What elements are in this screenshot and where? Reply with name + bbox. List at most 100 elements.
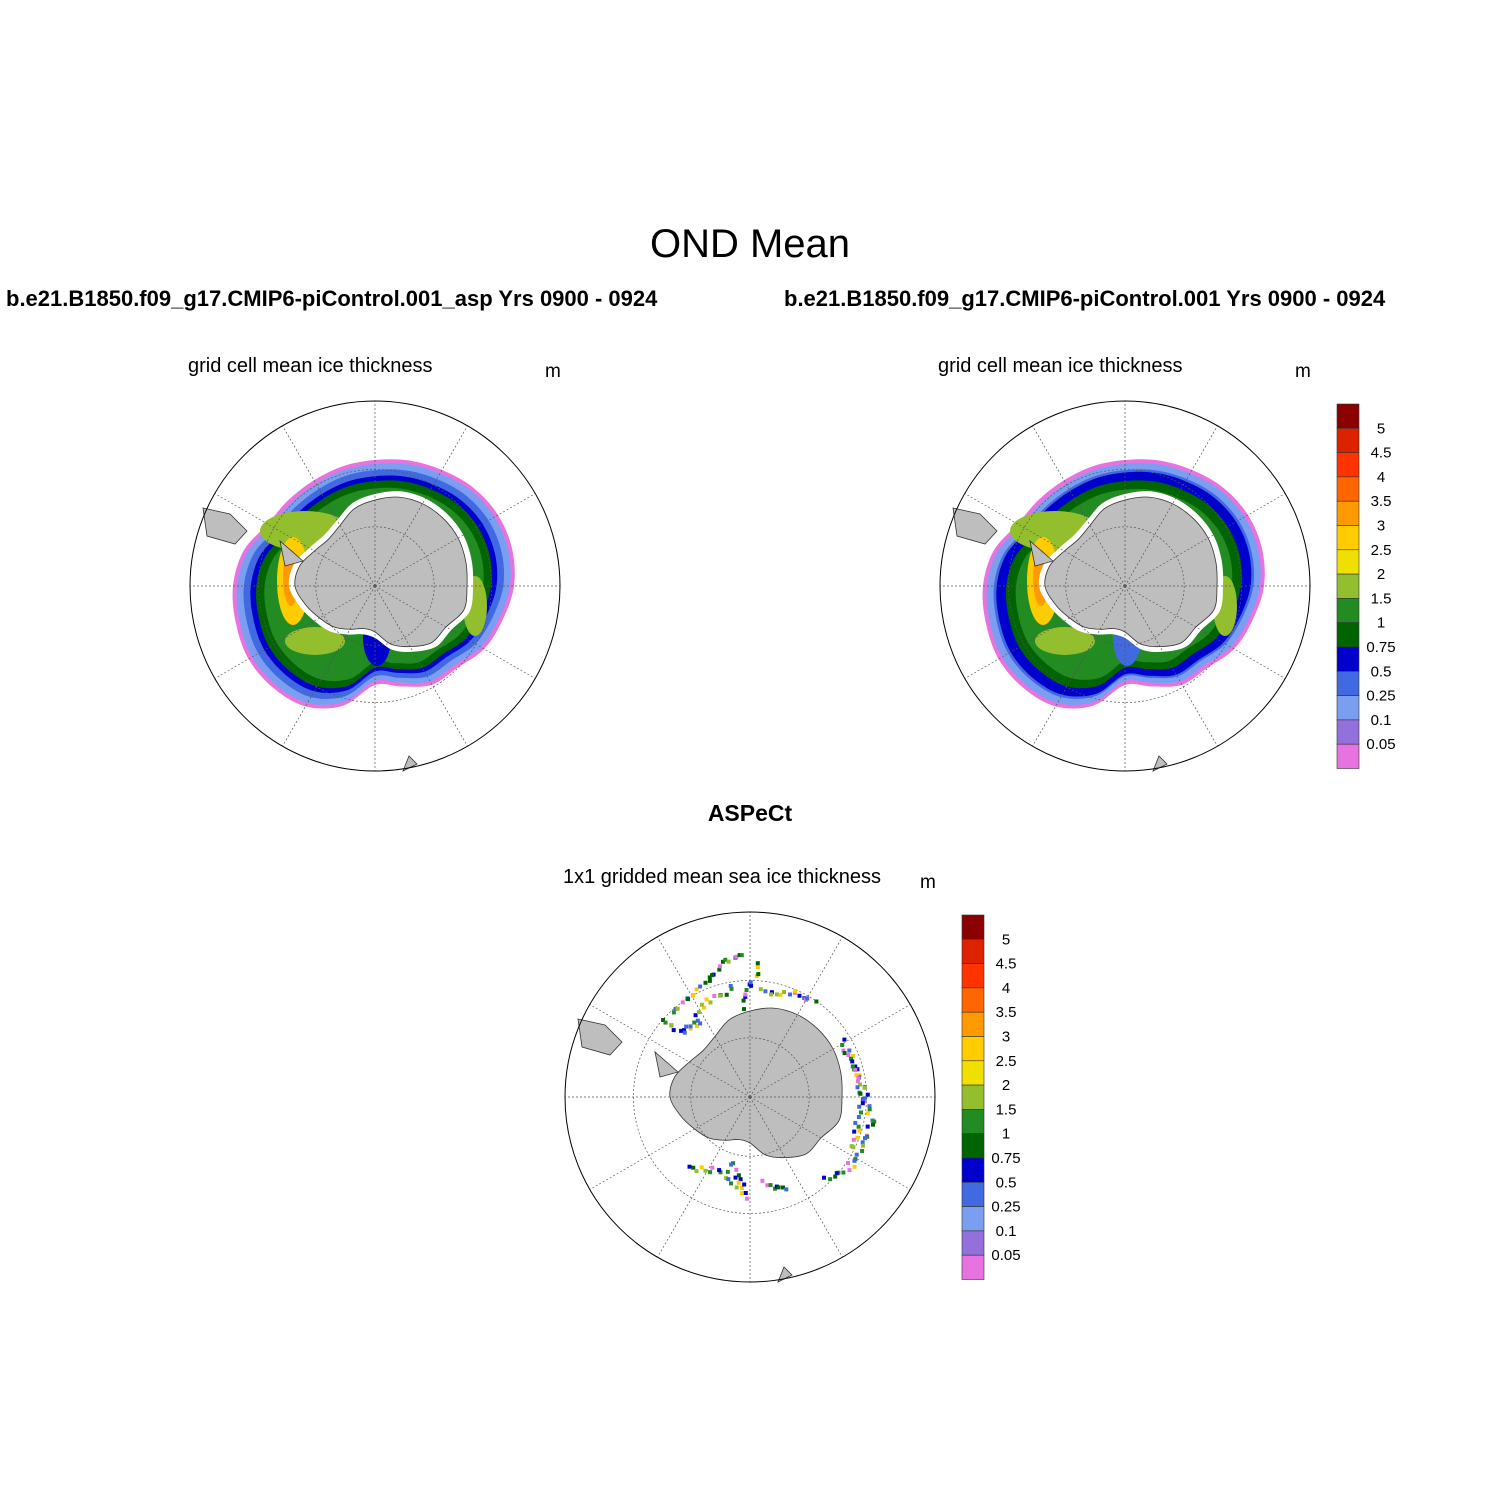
graticule <box>940 401 1310 771</box>
colorbar-segment <box>1336 549 1360 575</box>
obs-pixel <box>744 988 749 992</box>
obs-pixel <box>865 1111 870 1116</box>
south-america-tip <box>952 507 998 545</box>
obs-pixel <box>841 1170 846 1175</box>
obs-pixel <box>822 1175 826 1180</box>
south-america-tip <box>577 1018 623 1056</box>
obs-pixel <box>692 1020 697 1025</box>
obs-pixel <box>694 987 699 992</box>
meridian-line <box>214 493 376 587</box>
map-boundary <box>189 400 561 772</box>
obs-pixel <box>720 959 725 964</box>
meridian-line <box>589 1004 751 1098</box>
colorbar-segment <box>1336 598 1360 624</box>
obs-pixel <box>763 989 768 994</box>
obs-pixel <box>851 1054 855 1058</box>
obs-pixel <box>860 1140 865 1145</box>
colorbar-tick-label: 4 <box>1377 469 1385 486</box>
obs-pixel <box>695 1024 699 1028</box>
obs-pixel <box>867 1104 872 1109</box>
colorbar-segment <box>1336 622 1360 648</box>
colorbar-tick-label: 4.5 <box>1371 445 1392 462</box>
obs-pixel <box>849 1056 854 1061</box>
colorbar-tick-label: 0.5 <box>1371 663 1392 680</box>
antarctic-peninsula <box>654 1050 679 1078</box>
colorbar-tick-label: 0.75 <box>991 1150 1020 1167</box>
obs-pixel <box>853 1064 858 1069</box>
obs-pixel <box>739 1191 744 1196</box>
colorbar-segment <box>961 1206 985 1232</box>
obs-pixel <box>755 961 760 966</box>
colorbar-tick-label: 2 <box>1002 1077 1010 1094</box>
obs-pixel <box>863 1136 867 1141</box>
obs-pixel <box>688 1026 693 1031</box>
obs-pixel <box>718 964 723 969</box>
obs-pixel <box>871 1122 875 1127</box>
colorbar-tick-label: 0.05 <box>1366 736 1395 753</box>
colorbar-tick-label: 4 <box>1002 980 1010 997</box>
obs-pixel <box>865 1124 870 1129</box>
obs-pixel <box>708 1000 713 1005</box>
obs-pixel <box>699 1165 704 1170</box>
latitude-circle <box>1065 526 1185 646</box>
meridian-line <box>964 585 1126 679</box>
obs-pixel <box>852 1129 857 1134</box>
colorbar-tick-label: 2 <box>1377 566 1385 583</box>
obs-pixel <box>696 1010 701 1015</box>
obs-pixel <box>847 1048 852 1053</box>
meridian-line <box>1124 585 1286 679</box>
colorbar-tick-label: 1.5 <box>1371 590 1392 607</box>
meridian-line <box>1032 585 1126 747</box>
obs-colorbar: 5 4.5 4 3.5 3 2.5 2 1.5 1 0.75 0.5 0.25 0.1 0.05 <box>961 914 1021 1280</box>
obs-pixel <box>734 954 739 959</box>
obs-pixel <box>739 1186 744 1190</box>
obs-pixel <box>768 1183 773 1188</box>
obs-pixel <box>797 993 802 998</box>
obs-pixel <box>743 994 748 999</box>
meridian-line <box>282 425 376 587</box>
obs-pixel <box>725 1169 730 1174</box>
obs-pixel <box>736 1173 741 1178</box>
obs-pixel <box>726 1177 731 1182</box>
obs-pixel <box>788 992 792 997</box>
meridian-line <box>1124 585 1218 747</box>
obs-pixel <box>855 1085 860 1090</box>
obs-pixel <box>775 992 779 997</box>
south-america-tip <box>202 507 248 545</box>
colorbar-segment <box>1336 427 1360 453</box>
obs-pixel <box>859 1110 863 1115</box>
obs-pixel <box>744 1196 749 1201</box>
meridian-line <box>749 1004 911 1098</box>
colorbar-tick-label: 1 <box>1377 615 1385 632</box>
map-boundary <box>939 400 1311 772</box>
obs-pixel <box>691 1165 696 1170</box>
colorbar-segment <box>961 963 985 989</box>
obs-pixel <box>867 1107 872 1112</box>
right-panel-unit: m <box>1295 361 1311 382</box>
colorbar-tick-label: 5 <box>1377 420 1385 437</box>
obs-pixel <box>671 1028 676 1033</box>
colorbar-segment <box>961 1036 985 1062</box>
meridian-line <box>749 936 843 1098</box>
figure-title: OND Mean <box>649 222 851 266</box>
obs-pixel <box>860 1149 865 1153</box>
colorbar-tick-label: 0.25 <box>991 1199 1020 1216</box>
colorbar-segment <box>961 914 985 940</box>
obs-pixel <box>855 1067 860 1072</box>
obs-pixel <box>663 1020 668 1025</box>
obs-pixel <box>846 1161 850 1165</box>
meridian-line <box>214 585 376 679</box>
obs-pixel <box>693 1013 698 1018</box>
colorbar-segment <box>1336 476 1360 502</box>
obs-pixel <box>860 1101 865 1106</box>
colorbar-segment <box>961 1182 985 1207</box>
obs-pixel <box>738 1177 743 1182</box>
colorbar-segment <box>1336 646 1360 672</box>
colorbar-segment <box>1336 670 1360 696</box>
obs-pixel <box>724 1176 729 1181</box>
obs-pixel <box>703 1168 708 1173</box>
obs-pixel <box>741 998 746 1003</box>
obs-pixel <box>776 1185 781 1190</box>
obs-pixel <box>856 1076 861 1081</box>
colorbar-tick-label: 5 <box>1002 931 1010 948</box>
